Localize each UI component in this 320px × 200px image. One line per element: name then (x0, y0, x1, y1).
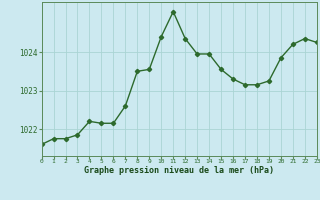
X-axis label: Graphe pression niveau de la mer (hPa): Graphe pression niveau de la mer (hPa) (84, 166, 274, 175)
